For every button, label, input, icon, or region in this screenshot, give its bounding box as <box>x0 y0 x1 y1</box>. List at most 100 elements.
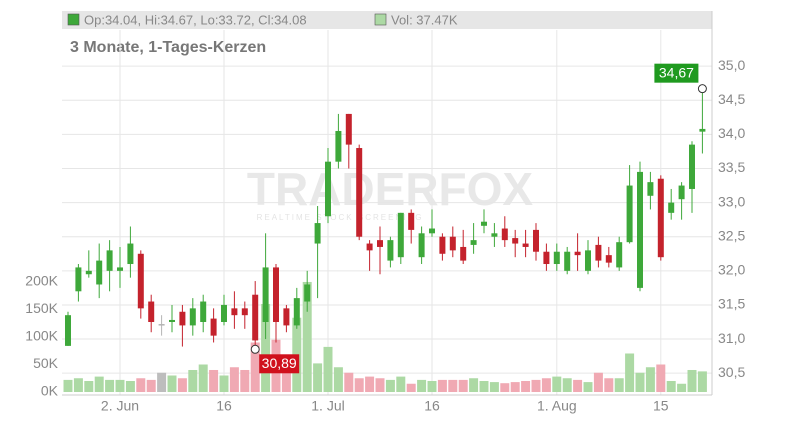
watermark: TRADERFOX <box>247 163 534 215</box>
volume-bar <box>198 364 208 392</box>
volume-bar <box>531 379 541 392</box>
volume-bar <box>323 346 333 392</box>
candle-body <box>231 308 238 316</box>
min-marker <box>250 344 260 354</box>
candle-body <box>543 251 550 265</box>
volume-bar <box>73 378 83 392</box>
volume-bar <box>573 379 583 392</box>
volume-bar <box>562 378 572 392</box>
volume-bar <box>375 378 385 392</box>
candle-body <box>221 304 227 322</box>
volume-bar <box>209 369 219 392</box>
volume-bar <box>94 376 104 392</box>
volume-bar <box>240 369 250 392</box>
volume-icon <box>374 13 387 26</box>
volume-bar <box>354 378 364 392</box>
volume-bar <box>635 372 645 392</box>
volume-bar <box>417 379 427 392</box>
volume-bar <box>157 372 167 392</box>
candle-body <box>252 294 259 341</box>
candle-body <box>533 229 539 252</box>
volume-bar <box>593 372 603 392</box>
volume-bar <box>302 281 312 392</box>
volume-bar <box>385 379 395 392</box>
x-tick-label: 1. Aug <box>537 398 577 414</box>
candle-body <box>574 251 581 256</box>
volume-bar <box>469 378 479 392</box>
candle-body <box>210 318 217 336</box>
y2-tick-label: 0K <box>41 383 59 399</box>
volume-bar <box>656 364 666 392</box>
y-tick-label: 32,5 <box>718 227 745 243</box>
volume-bar <box>365 376 375 392</box>
volume-bar <box>448 379 458 392</box>
candle-body <box>335 130 342 162</box>
candle-body <box>512 238 519 244</box>
volume-bar <box>281 358 291 392</box>
volume-bar <box>105 379 115 392</box>
x-tick-label: 16 <box>424 398 440 414</box>
candle-body <box>387 240 394 261</box>
volume-bar <box>84 380 94 392</box>
volume-bar <box>250 342 260 392</box>
candle-body <box>491 233 498 237</box>
candle-body <box>75 267 82 292</box>
candle-body <box>397 212 404 258</box>
volume-bar <box>344 372 354 392</box>
candle-body <box>439 236 446 254</box>
volume-bar <box>552 376 562 392</box>
volume-bar <box>489 382 499 392</box>
candle-body <box>137 253 144 309</box>
y-tick-label: 33,5 <box>718 159 745 175</box>
candle-body <box>564 251 571 271</box>
min-label: 30,89 <box>262 355 297 371</box>
candle-body <box>553 251 560 265</box>
volume-bar <box>125 380 135 392</box>
candle-body <box>460 246 467 261</box>
volume-bar <box>115 379 125 392</box>
volume-bar <box>146 379 156 392</box>
volume-bar <box>406 383 416 392</box>
candle-body <box>418 233 425 258</box>
candle-body <box>283 308 290 326</box>
candle-body <box>127 243 134 265</box>
ohlc-icon <box>67 13 80 26</box>
volume-bar <box>677 383 687 392</box>
candle-body <box>668 202 675 213</box>
candle-body <box>585 250 591 271</box>
subtitle: 3 Monate, 1-Tages-Kerzen <box>70 39 266 56</box>
y2-tick-label: 150K <box>25 300 58 316</box>
volume-bar <box>541 378 551 392</box>
volume-bar <box>604 378 614 392</box>
volume-bar <box>229 367 239 392</box>
y2-tick-label: 100K <box>25 328 58 344</box>
candle-body <box>470 240 477 245</box>
candle-body <box>65 315 71 346</box>
candle-body <box>626 185 633 243</box>
volume-bar <box>666 380 676 392</box>
min-label-box <box>259 354 300 374</box>
y-tick-label: 35,0 <box>718 57 745 73</box>
y-tick-label: 34,0 <box>718 125 745 141</box>
candle-body <box>501 228 508 241</box>
candle-body <box>356 148 363 237</box>
candle-body <box>241 308 248 316</box>
candle-body <box>345 113 352 145</box>
candle-body <box>262 267 269 322</box>
volume-bar <box>427 380 437 392</box>
volume-bar <box>313 363 323 392</box>
max-label-box <box>654 63 699 83</box>
candle-body <box>314 223 321 244</box>
volume-bar <box>625 353 635 392</box>
y-tick-label: 30,5 <box>718 364 745 380</box>
candle-body <box>200 301 207 322</box>
volume-bar <box>167 375 177 392</box>
candle-body <box>96 260 103 285</box>
candle-body <box>481 221 487 226</box>
candle-body <box>408 212 415 230</box>
candle-body <box>429 228 435 234</box>
candle-body <box>179 311 186 326</box>
y2-tick-label: 200K <box>25 273 58 289</box>
y-tick-label: 31,5 <box>718 296 745 312</box>
